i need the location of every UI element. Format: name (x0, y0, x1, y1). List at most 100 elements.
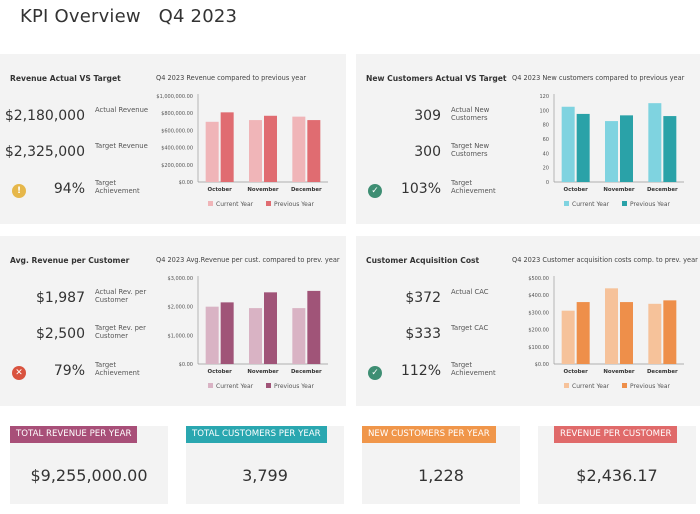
revenue-per-customer-header: REVENUE PER CUSTOMER (554, 426, 678, 443)
bar (576, 113, 590, 182)
y-tick-label: $300.00 (528, 310, 549, 316)
bar (663, 116, 677, 182)
y-tick-label: $800,000.00 (161, 111, 193, 117)
kpi-value: $2,325,000 (4, 144, 85, 160)
bar (307, 120, 321, 182)
x-tick-label: November (247, 369, 279, 375)
panel-title: Customer Acquisition Cost (366, 256, 480, 265)
bar (307, 290, 321, 364)
y-tick-label: 0 (546, 180, 549, 186)
x-tick-label: October (564, 187, 589, 193)
chart-title: Q4 2023 Revenue compared to previous yea… (156, 74, 307, 82)
legend-swatch (266, 383, 271, 388)
bar (561, 310, 575, 364)
panel-title: Revenue Actual VS Target (10, 74, 121, 83)
y-tick-label: $1,000.00 (168, 333, 193, 339)
total-customers-header: TOTAL CUSTOMERS PER YEAR (186, 426, 327, 443)
total-revenue-card: TOTAL REVENUE PER YEAR $9,255,000.00 (10, 426, 168, 504)
kpi-label: Target CAC (451, 324, 489, 332)
panel-revenue: Revenue Actual VS Target Q4 2023 Revenue… (0, 54, 346, 224)
kpi-achievement: ✕ 79% Target Achievement (0, 361, 148, 391)
total-customers-value: 3,799 (242, 466, 288, 485)
legend-label: Previous Year (630, 201, 671, 208)
legend-label: Current Year (572, 383, 610, 390)
kpi-achievement: ! 94% Target Achievement (0, 179, 148, 209)
kpi-label: Target Achievement (451, 179, 496, 196)
revenue-bar-chart: $0.00 $200,000.00 $400,000.00 $600,000.00 $8… (156, 94, 328, 208)
kpi-label: Target Rev. per Customer (95, 324, 146, 341)
total-revenue-header: TOTAL REVENUE PER YEAR (10, 426, 138, 443)
legend-swatch (564, 201, 569, 206)
bar (605, 288, 618, 364)
kpi-label: Actual New Customers (451, 106, 490, 123)
bar (292, 308, 306, 364)
legend-swatch (266, 201, 271, 206)
legend-label: Current Year (216, 201, 254, 208)
y-tick-label: $500.00 (528, 276, 549, 282)
x-tick-label: November (603, 187, 635, 193)
total-revenue-value: $9,255,000.00 (30, 466, 148, 485)
panel-cac: Customer Acquisition Cost Q4 2023 Custom… (356, 236, 700, 406)
y-tick-label: $100.00 (528, 345, 549, 351)
y-tick-label: $0.00 (535, 362, 549, 368)
bar (561, 106, 575, 182)
kpi-value: $333 (405, 326, 441, 342)
kpi-achievement: ✓ 112% Target Achievement (356, 361, 504, 391)
kpi-target: $2,500 Target Rev. per Customer (0, 324, 148, 354)
y-tick-label: $0.00 (179, 362, 193, 368)
warning-icon: ! (12, 184, 26, 198)
bar (220, 302, 234, 364)
bar (620, 115, 633, 182)
y-tick-label: 120 (539, 94, 549, 100)
x-tick-label: October (208, 187, 233, 193)
bar (220, 112, 234, 182)
kpi-value: 309 (414, 108, 441, 124)
y-tick-label: 20 (543, 166, 549, 172)
legend-swatch (208, 201, 213, 206)
cac-bar-chart: $0.00 $100.00 $200.00 $300.00 $400.00 $500.00… (528, 276, 684, 390)
kpi-value: 94% (53, 181, 85, 197)
kpi-label: Target Achievement (95, 361, 140, 378)
bar (205, 121, 219, 182)
revenue-per-customer-card: REVENUE PER CUSTOMER $2,436.17 (538, 426, 696, 504)
legend-label: Previous Year (274, 201, 315, 208)
bar (605, 121, 618, 182)
kpi-label: Target Achievement (451, 361, 496, 378)
y-tick-label: 60 (543, 137, 549, 143)
legend-label: Previous Year (630, 383, 671, 390)
x-tick-label: October (208, 369, 233, 375)
legend-swatch (622, 201, 627, 206)
x-tick-label: December (647, 187, 678, 193)
kpi-achievement: ✓ 103% Target Achievement (356, 179, 504, 209)
page-title: KPI Overview Q4 2023 (20, 6, 238, 27)
y-tick-label: $400,000.00 (161, 146, 193, 152)
panel-new-customers: New Customers Actual VS Target Q4 2023 N… (356, 54, 700, 224)
kpi-target: $333 Target CAC (356, 324, 504, 354)
panel-title: New Customers Actual VS Target (366, 74, 507, 83)
kpi-actual: 309 Actual New Customers (356, 106, 504, 136)
cross-icon: ✕ (12, 366, 26, 380)
kpi-label: Target New Customers (451, 142, 490, 159)
new-customers-value: 1,228 (418, 466, 464, 485)
legend-swatch (564, 383, 569, 388)
kpi-actual: $372 Actual CAC (356, 288, 504, 318)
y-tick-label: $200.00 (528, 328, 549, 334)
y-tick-label: 80 (543, 123, 549, 129)
legend-swatch (622, 383, 627, 388)
kpi-target: 300 Target New Customers (356, 142, 504, 172)
panel-title: Avg. Revenue per Customer (10, 256, 130, 265)
y-tick-label: $400.00 (528, 293, 549, 299)
kpi-label: Actual CAC (451, 288, 489, 296)
total-customers-card: TOTAL CUSTOMERS PER YEAR 3,799 (186, 426, 344, 504)
avg-revenue-bar-chart: $0.00 $1,000.00 $2,000.00 $3,000.00 October N… (168, 276, 328, 390)
new-customers-card: NEW CUSTOMERS PER YEAR 1,228 (362, 426, 520, 504)
x-tick-label: December (291, 187, 322, 193)
legend-label: Current Year (572, 201, 610, 208)
chart-title: Q4 2023 Customer acquisition costs comp.… (512, 256, 698, 264)
kpi-actual: $2,180,000 Actual Revenue (0, 106, 148, 136)
y-tick-label: $200,000.00 (161, 163, 193, 169)
kpi-value: $2,500 (36, 326, 85, 342)
kpi-label: Actual Revenue (95, 106, 149, 114)
y-tick-label: 40 (543, 151, 549, 157)
y-tick-label: $2,000.00 (168, 305, 193, 311)
